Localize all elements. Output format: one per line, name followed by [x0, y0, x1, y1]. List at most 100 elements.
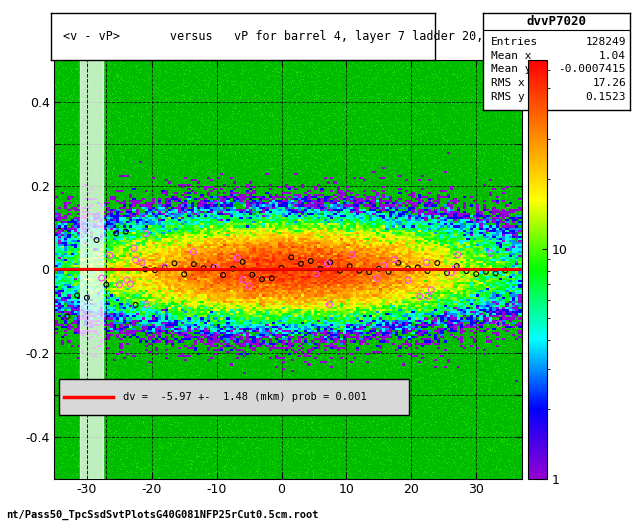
Point: [516, 66, 527, 74]
Point: [305, 291, 315, 299]
Point: [427, 415, 437, 423]
Point: [59, 291, 69, 299]
Point: [332, 74, 342, 82]
Point: [184, 253, 195, 262]
Point: [363, 441, 373, 449]
Point: [69, 110, 79, 119]
Point: [281, 224, 291, 232]
Point: [337, 209, 348, 218]
Point: [440, 385, 450, 394]
Point: [312, 265, 322, 273]
Point: [369, 156, 379, 164]
Point: [111, 196, 122, 204]
Point: [279, 254, 289, 263]
Point: [58, 436, 68, 444]
Point: [140, 297, 150, 305]
Point: [325, 198, 335, 207]
Point: [68, 130, 79, 139]
Point: [176, 243, 186, 252]
Point: [143, 177, 153, 186]
Point: [148, 67, 158, 75]
Point: [191, 443, 201, 451]
Point: [172, 330, 182, 338]
Point: [364, 378, 374, 386]
Point: [58, 413, 68, 422]
Point: [100, 296, 110, 304]
Point: [388, 67, 399, 76]
Point: [371, 243, 381, 251]
Point: [92, 385, 102, 393]
Point: [163, 269, 173, 277]
Point: [328, 184, 338, 192]
Point: [365, 304, 376, 312]
Point: [505, 450, 515, 459]
Point: [262, 305, 273, 314]
Point: [215, 254, 225, 262]
Point: [452, 298, 462, 306]
Point: [298, 271, 308, 280]
Point: [216, 89, 226, 98]
Point: [386, 236, 396, 244]
Point: [60, 94, 70, 102]
Point: [479, 408, 489, 417]
Point: [156, 214, 166, 223]
Point: [299, 248, 309, 257]
Point: [177, 398, 187, 406]
Point: [177, 274, 187, 282]
Point: [348, 336, 358, 344]
Point: [390, 209, 400, 217]
Point: [511, 349, 522, 358]
Point: [184, 70, 195, 78]
Point: [219, 467, 229, 475]
Point: [157, 79, 167, 87]
Point: [323, 288, 333, 296]
Point: [514, 131, 524, 139]
Point: [120, 329, 131, 338]
Point: [516, 455, 527, 463]
Point: [360, 216, 370, 224]
Point: [441, 239, 451, 247]
Point: [259, 275, 269, 283]
Point: [141, 344, 152, 353]
Point: [463, 457, 474, 465]
Point: [147, 332, 157, 340]
Point: [134, 209, 145, 217]
Point: [328, 384, 338, 392]
Point: [251, 225, 261, 234]
Point: [201, 359, 211, 368]
Point: [344, 278, 354, 287]
Point: [377, 99, 387, 108]
Point: [213, 56, 223, 65]
Point: [155, 290, 165, 299]
Point: [138, 251, 148, 259]
Point: [453, 316, 463, 325]
Point: [510, 93, 520, 101]
Point: [474, 431, 484, 439]
Point: [372, 310, 383, 319]
Point: [409, 384, 419, 393]
Point: [141, 161, 151, 169]
Point: [419, 306, 429, 315]
Point: [164, 403, 175, 411]
Point: [403, 238, 413, 246]
Point: [175, 111, 186, 120]
Point: [82, 129, 92, 137]
Point: [409, 146, 419, 154]
Point: [95, 209, 106, 218]
Point: [117, 426, 127, 435]
Point: [92, 373, 102, 382]
Point: [387, 312, 397, 321]
Point: [345, 135, 355, 143]
Point: [508, 293, 518, 302]
Point: [232, 328, 243, 336]
Point: [165, 287, 175, 295]
Point: [152, 464, 163, 473]
Point: [292, 453, 302, 461]
Point: [166, 144, 176, 152]
Point: [134, 276, 144, 285]
Point: [111, 266, 121, 275]
Point: [338, 217, 348, 225]
Point: [253, 327, 263, 336]
Point: [197, 176, 207, 185]
Point: [317, 82, 328, 90]
